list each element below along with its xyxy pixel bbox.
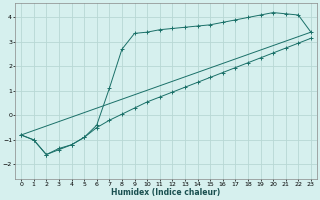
X-axis label: Humidex (Indice chaleur): Humidex (Indice chaleur) [111, 188, 220, 197]
